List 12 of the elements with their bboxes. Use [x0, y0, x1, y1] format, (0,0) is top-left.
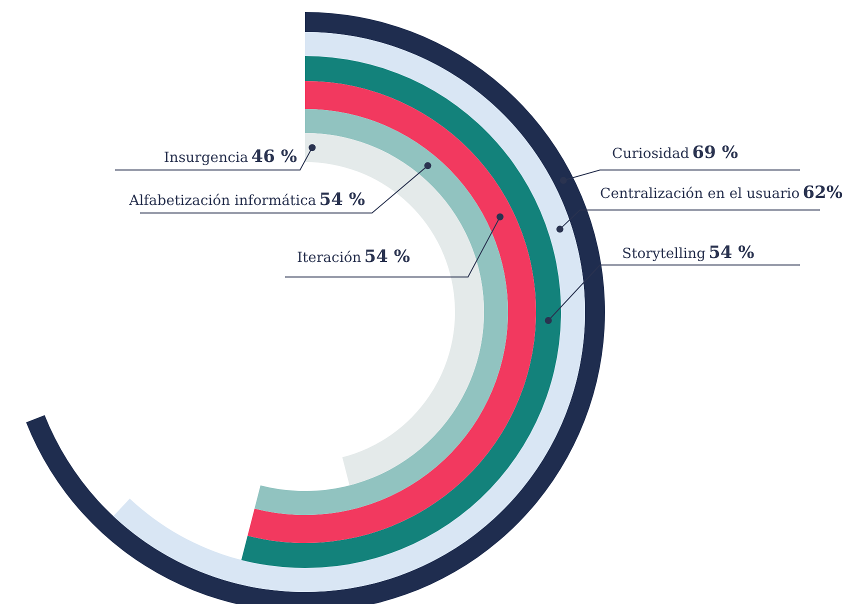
data-label: 62%: [802, 183, 843, 203]
data-label: 54 %: [708, 243, 754, 263]
category-label: Insurgencia: [164, 150, 248, 166]
data-label: 69 %: [692, 143, 738, 163]
data-label: 46 %: [251, 147, 297, 167]
category-label: Curiosidad: [612, 146, 690, 162]
category-label: Centralización en el usuario: [600, 186, 800, 202]
data-label: 54 %: [364, 247, 410, 267]
data-label: 54 %: [319, 190, 365, 210]
category-label: Storytelling: [622, 246, 706, 262]
category-label: Iteración: [297, 250, 362, 266]
category-label: Alfabetización informática: [128, 193, 316, 209]
